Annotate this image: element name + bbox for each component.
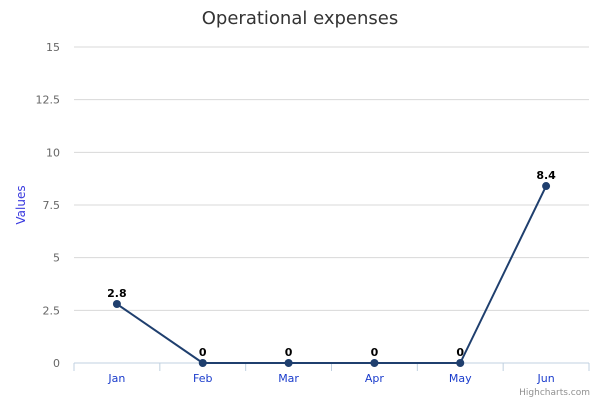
y-tick-label: 10	[46, 146, 60, 159]
series-line	[116, 185, 547, 364]
y-tick-label: 5	[53, 252, 60, 265]
chart-title: Operational expenses	[202, 8, 398, 29]
data-label: 0	[371, 346, 379, 359]
y-tick-label: 15	[46, 41, 60, 54]
data-label: 0	[456, 346, 464, 359]
x-tick-label: Feb	[193, 372, 212, 385]
data-label: 0	[285, 346, 293, 359]
data-label: 8.4	[536, 169, 556, 182]
series: 2.8 0 0 0 0 8.4	[107, 169, 556, 367]
data-label: 0	[199, 346, 207, 359]
y-tick-label: 0	[53, 357, 60, 370]
data-label: 2.8	[107, 287, 127, 300]
credits-link[interactable]: Highcharts.com	[519, 388, 590, 398]
data-point[interactable]	[542, 182, 551, 191]
data-point[interactable]	[198, 359, 207, 367]
x-tick-label: May	[449, 372, 472, 385]
y-axis-ticks: 0 2.5 5 7.5 10 12.5 15	[36, 41, 61, 370]
x-tick-label: Jan	[107, 372, 125, 385]
y-tick-label: 12.5	[36, 94, 61, 107]
x-axis: Jan Feb Mar Apr May Jun	[73, 362, 590, 385]
data-point[interactable]	[370, 359, 379, 367]
y-axis-label: Values	[14, 185, 28, 224]
data-point[interactable]	[456, 359, 465, 367]
x-tick-label: Jun	[536, 372, 554, 385]
data-point[interactable]	[284, 359, 293, 367]
x-tick-label: Apr	[365, 372, 385, 385]
y-tick-label: 2.5	[43, 304, 61, 317]
grid	[74, 46, 589, 311]
data-point[interactable]	[112, 300, 121, 309]
y-tick-label: 7.5	[43, 199, 61, 212]
x-tick-label: Mar	[278, 372, 299, 385]
